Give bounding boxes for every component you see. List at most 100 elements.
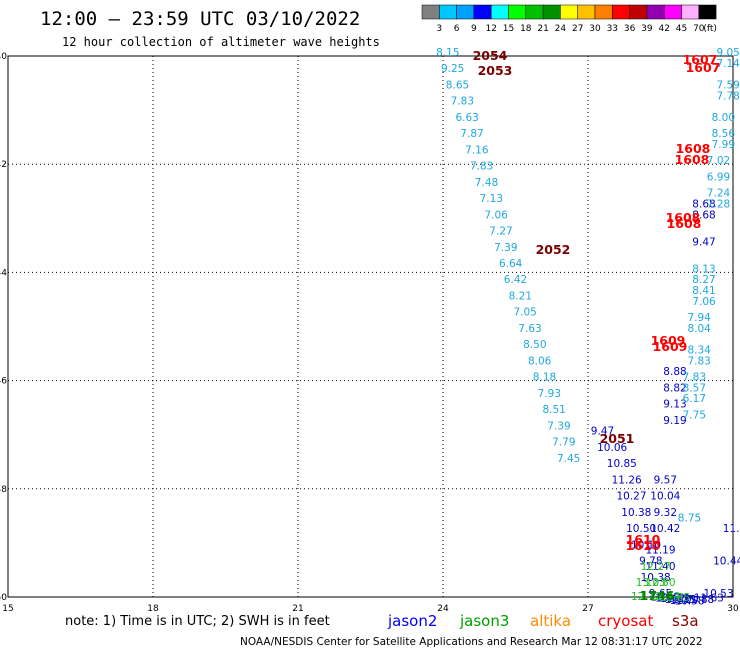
y-tick-label: -42 xyxy=(0,160,7,170)
jason2-value: 11.26 xyxy=(612,474,642,486)
y-tick-label: -46 xyxy=(0,377,7,387)
scale-swatch xyxy=(681,4,700,20)
data-marks: 9.47 10.06 10.85 11.26 10.27 10.38 10.50 10.10 9… xyxy=(436,47,740,608)
pass-number-label: 1746 xyxy=(640,588,675,603)
pass-number-label: 1610 xyxy=(626,532,661,547)
jason2-value: 9.57 xyxy=(654,474,677,486)
scale-label: 42 xyxy=(658,24,669,34)
scale-label: 33 xyxy=(607,24,618,34)
pass-number-label: 2052 xyxy=(536,242,571,257)
s3a-value: 7.39 xyxy=(494,242,517,254)
scale-label: 9 xyxy=(471,24,477,34)
pass-number-label: 1609 xyxy=(651,333,686,348)
s3a-value: 8.50 xyxy=(523,339,546,351)
x-tick-label: 30 xyxy=(727,604,739,614)
s3a-value: 6.64 xyxy=(499,258,523,270)
s3a-value: 8.27 xyxy=(692,274,715,286)
s3a-value: 9.05 xyxy=(716,47,739,59)
s3a-value: 7.63 xyxy=(518,323,541,335)
plot-area: 15 18 21 24 27 30 -40 -42 -44 -46 -48 -50 xyxy=(0,52,739,614)
jason2-value: 10.58 xyxy=(674,596,704,608)
jason2-value: 10.42 xyxy=(650,592,680,604)
s3a-value: 7.27 xyxy=(489,226,512,238)
s3a-value: 7.83 xyxy=(683,372,706,384)
s3a-value: 7.06 xyxy=(484,209,508,221)
pass-number-label: 1608 xyxy=(667,216,702,231)
scale-label: 3 xyxy=(436,24,442,34)
s3a-value: 7.45 xyxy=(557,453,580,465)
jason2-value: 11.40 xyxy=(645,561,675,573)
s3a-value: 7.28 xyxy=(707,198,730,210)
s3a-value: 8.15 xyxy=(436,47,459,59)
scale-label: 15 xyxy=(503,24,514,34)
scale-swatch xyxy=(456,4,475,20)
pass-number-label: 2053 xyxy=(478,63,513,78)
s3a-value: 7.48 xyxy=(475,177,498,189)
s3a-value: 8.75 xyxy=(678,512,701,524)
chart-subtitle: 12 hour collection of altimeter wave hei… xyxy=(62,35,380,49)
jason3-value: 12.80 xyxy=(645,577,675,589)
s3a-value: 7.99 xyxy=(712,139,735,151)
pass-number-label: 1608 xyxy=(676,141,711,156)
s3a-value: 8.56 xyxy=(712,128,736,140)
jason2-value: 8.68 xyxy=(692,198,715,210)
chart-title: 12:00 – 23:59 UTC 03/10/2022 xyxy=(40,8,360,30)
scale-label: 21 xyxy=(537,24,548,34)
satellite-legend: jason2 jason3 altika cryosat s3a xyxy=(387,612,699,630)
color-scale: 3 6 9 12 15 18 21 24 27 30 33 36 39 42 45 70(ft) xyxy=(421,4,717,34)
s3a-value: 7.59 xyxy=(716,79,739,91)
s3a-value: 8.57 xyxy=(683,382,706,394)
y-tick-label: -48 xyxy=(0,485,7,495)
s3a-value: 8.21 xyxy=(509,290,532,302)
s3a-value: 8.04 xyxy=(687,323,711,335)
jason2-value: 9.32 xyxy=(654,507,677,519)
s3a-value: 6.63 xyxy=(455,112,478,124)
x-tick-label: 15 xyxy=(2,604,13,614)
s3a-value: 7.14 xyxy=(716,58,740,70)
plot-frame xyxy=(7,55,734,598)
legend-s3a: s3a xyxy=(672,612,699,630)
scale-label: 27 xyxy=(572,24,583,34)
s3a-value: 8.34 xyxy=(687,345,711,357)
jason2-value: 10.38 xyxy=(621,507,651,519)
scale-swatch xyxy=(560,4,578,20)
pass-number-label: 1608 xyxy=(675,152,710,167)
scale-unit: (ft) xyxy=(703,24,717,34)
scale-label: 39 xyxy=(641,24,653,34)
scale-label: 12 xyxy=(485,24,496,34)
y-tick-label: -40 xyxy=(0,52,7,62)
jason2-value: 11.20 xyxy=(723,523,740,535)
scale-swatch xyxy=(577,4,596,20)
scale-swatch xyxy=(594,4,613,20)
scale-swatch xyxy=(629,4,648,20)
jason2-value: 10.10 xyxy=(631,539,661,551)
s3a-value: 8.00 xyxy=(712,112,735,124)
s3a-value: 8.13 xyxy=(692,263,715,275)
s3a-value: 9.25 xyxy=(441,63,464,75)
jason2-value: 9.65 xyxy=(649,588,672,600)
scale-swatch xyxy=(525,4,544,20)
pass-number-label: 2051 xyxy=(600,431,635,446)
s3a-value: 6.42 xyxy=(504,274,527,286)
scale-label: 70 xyxy=(693,24,705,34)
note-text: note: 1) Time is in UTC; 2) SWH is in fe… xyxy=(65,614,330,629)
jason3-value: 13.85 xyxy=(660,592,690,604)
scale-label: 45 xyxy=(676,24,687,34)
s3a-value: 8.41 xyxy=(692,285,715,297)
jason2-value: 9.47 xyxy=(591,426,614,438)
s3a-value: 7.39 xyxy=(547,420,570,432)
scale-swatch xyxy=(612,4,630,20)
jason2-value: 8.88 xyxy=(663,366,686,378)
jason2-value: 11.88 xyxy=(684,594,714,606)
s3a-value: 8.51 xyxy=(542,404,565,416)
s3a-value: 7.13 xyxy=(480,193,503,205)
s3a-value: 7.05 xyxy=(513,307,536,319)
s3a-value: 8.65 xyxy=(446,79,469,91)
scale-label: 36 xyxy=(624,24,636,34)
jason3-value: 13.03 xyxy=(636,577,666,589)
scale-label: 24 xyxy=(555,24,567,34)
scale-swatch xyxy=(490,4,509,20)
jason2-value: 9.13 xyxy=(663,399,686,411)
jason2-value: 10.38 xyxy=(641,572,671,584)
